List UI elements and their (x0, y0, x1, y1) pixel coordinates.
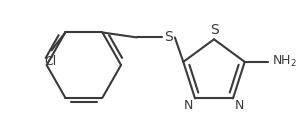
Text: Cl: Cl (45, 55, 57, 68)
Text: N: N (235, 99, 244, 112)
Text: S: S (210, 23, 218, 37)
Text: NH$_2$: NH$_2$ (272, 54, 297, 69)
Text: N: N (184, 99, 193, 112)
Text: S: S (164, 30, 172, 44)
